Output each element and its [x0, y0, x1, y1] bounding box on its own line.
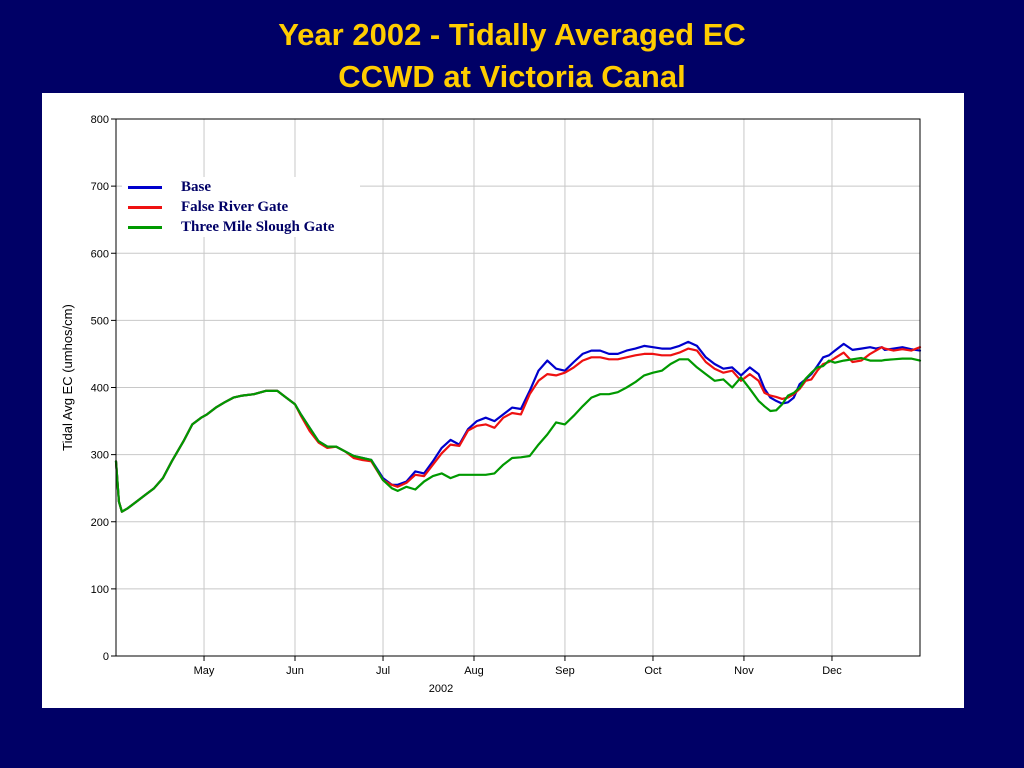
x-tick-label-jul: Jul [376, 665, 390, 677]
y-tick-label-200: 200 [91, 517, 109, 529]
legend-item-three-mile-slough-gate: Three Mile Slough Gate [122, 217, 360, 237]
legend-label-false-river-gate: False River Gate [181, 199, 289, 215]
x-tick-label-dec: Dec [822, 665, 842, 677]
legend-swatch-false-river-gate [128, 206, 162, 209]
series-line-base [114, 340, 922, 513]
y-tick-label-300: 300 [91, 450, 109, 462]
y-axis-label: Tidal Avg EC (umhos/cm) [60, 304, 75, 451]
x-axis-label: 2002 [429, 683, 453, 695]
y-tick-label-600: 600 [91, 248, 109, 260]
y-tick-label-700: 700 [91, 181, 109, 193]
series-line-false-river-gate [114, 346, 922, 513]
x-tick-label-aug: Aug [464, 665, 484, 677]
x-tick-label-oct: Oct [644, 665, 661, 677]
legend-label-three-mile-slough-gate: Three Mile Slough Gate [181, 219, 335, 235]
y-tick-label-800: 800 [91, 114, 109, 126]
plot-frame [115, 118, 921, 657]
title-line-2: CCWD at Victoria Canal [338, 59, 686, 94]
x-tick-label-nov: Nov [734, 665, 754, 677]
series-line-three-mile-slough-gate [114, 356, 922, 513]
x-tick-label-may: May [194, 665, 215, 677]
legend-item-false-river-gate: False River Gate [122, 197, 360, 217]
x-tick-label-jun: Jun [286, 665, 304, 677]
y-tick-label-0: 0 [103, 651, 109, 663]
chart-panel: 0 100 200 300 400 500 600 700 800 May Jun Jul Aug Sep… [42, 93, 964, 708]
legend-label-base: Base [181, 179, 211, 195]
y-tick-label-500: 500 [91, 315, 109, 327]
chart-legend: Base False River Gate Three Mile Slough … [122, 177, 360, 237]
title-line-1: Year 2002 - Tidally Averaged EC [278, 17, 746, 52]
legend-swatch-three-mile-slough-gate [128, 226, 162, 229]
legend-item-base: Base [122, 177, 360, 197]
slide-title: Year 2002 - Tidally Averaged EC CCWD at … [0, 14, 1024, 98]
y-tick-label-400: 400 [91, 383, 109, 395]
legend-swatch-base [128, 186, 162, 189]
y-tick-label-100: 100 [91, 584, 109, 596]
x-tick-label-sep: Sep [555, 665, 575, 677]
